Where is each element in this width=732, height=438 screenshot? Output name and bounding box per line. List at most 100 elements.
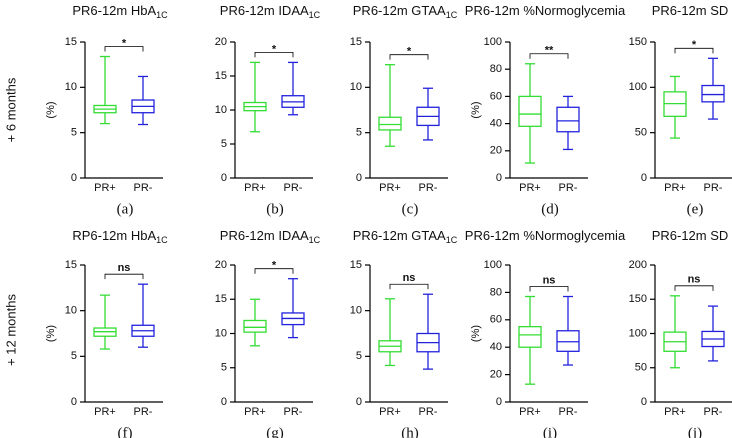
y-tick-label: 15 xyxy=(350,36,362,48)
x-tick-label: PR- xyxy=(704,182,723,194)
title-main: RP6-12m HbA xyxy=(72,228,156,243)
significance: ns xyxy=(543,274,556,286)
title-main: PR6-12m GTAA xyxy=(353,3,446,18)
y-tick-label: 0 xyxy=(71,396,77,408)
y-tick-label: 10 xyxy=(65,81,77,93)
y-tick-label: 10 xyxy=(65,305,77,317)
y-tick-label: 20 xyxy=(215,259,227,271)
significance: * xyxy=(122,37,127,49)
title-main: PR6-12m IDAA xyxy=(220,228,309,243)
x-tick-label: PR- xyxy=(419,182,438,194)
y-tick-label: 5 xyxy=(71,127,77,139)
y-tick-label: 20 xyxy=(490,145,502,157)
x-tick-label: PR+ xyxy=(379,182,401,194)
y-tick-label: 10 xyxy=(350,305,362,317)
y-label: (%) xyxy=(45,325,57,342)
panel-letter: (f) xyxy=(118,425,133,438)
y-tick-label: 0 xyxy=(641,396,647,408)
panel-title: PR6-12m HbA1C xyxy=(72,3,168,20)
significance: ns xyxy=(118,262,131,274)
y-tick-label: 60 xyxy=(490,314,502,326)
y-tick-label: 0 xyxy=(71,172,77,184)
significance-bracket xyxy=(104,273,144,280)
y-tick-label: 10 xyxy=(215,327,227,339)
y-tick-label: 0 xyxy=(221,172,227,184)
significance-bracket xyxy=(389,54,429,60)
title-sub: 1C xyxy=(156,10,168,20)
significance: ns xyxy=(688,274,701,286)
panel-title: PR6-12m SD xyxy=(652,228,729,243)
x-tick-label: PR+ xyxy=(519,406,541,418)
x-tick-label: PR- xyxy=(134,182,153,194)
y-tick-label: 100 xyxy=(484,259,502,271)
y-tick-label: 15 xyxy=(215,70,227,82)
title-sub: 1C xyxy=(309,235,321,245)
panel-letter: (h) xyxy=(401,425,419,438)
y-tick-label: 20 xyxy=(490,369,502,381)
significance: ** xyxy=(545,45,554,57)
title-main: PR6-12m %Normoglycemia xyxy=(465,228,626,243)
row-label: + 12 months xyxy=(3,294,18,366)
box xyxy=(556,106,580,133)
significance: ns xyxy=(403,272,416,284)
box xyxy=(378,116,402,131)
y-tick-label: 50 xyxy=(635,127,647,139)
significance-bracket xyxy=(674,285,714,291)
panel-title: PR6-12m GTAA1C xyxy=(353,228,458,245)
panel-letter: (e) xyxy=(687,201,704,217)
significance: * xyxy=(272,260,277,272)
significance-bracket xyxy=(674,47,714,54)
x-tick-label: PR- xyxy=(284,182,303,194)
y-tick-label: 0 xyxy=(221,396,227,408)
x-tick-label: PR- xyxy=(284,406,303,418)
title-sub: 1C xyxy=(446,235,458,245)
box xyxy=(243,319,267,333)
panel-title: PR6-12m GTAA1C xyxy=(353,3,458,20)
y-tick-label: 80 xyxy=(490,286,502,298)
y-tick-label: 5 xyxy=(221,138,227,150)
y-tick-label: 5 xyxy=(356,127,362,139)
panel-letter: (d) xyxy=(541,201,559,217)
y-tick-label: 0 xyxy=(356,172,362,184)
y-tick-label: 100 xyxy=(629,327,647,339)
panel-letter: (j) xyxy=(688,425,702,438)
y-tick-label: 15 xyxy=(65,36,77,48)
significance: * xyxy=(272,43,277,55)
x-tick-label: PR- xyxy=(134,406,153,418)
y-label: (%) xyxy=(470,101,482,118)
significance-bracket xyxy=(529,286,569,292)
y-tick-label: 15 xyxy=(65,259,77,271)
y-tick-label: 40 xyxy=(490,118,502,130)
significance: * xyxy=(692,39,697,51)
y-tick-label: 100 xyxy=(629,81,647,93)
x-tick-label: PR+ xyxy=(94,182,116,194)
x-tick-label: PR+ xyxy=(94,406,116,418)
panel-title: RP6-12m HbA1C xyxy=(72,228,168,245)
y-tick-label: 5 xyxy=(71,350,77,362)
y-tick-label: 15 xyxy=(215,293,227,305)
title-main: PR6-12m SD xyxy=(652,228,729,243)
y-tick-label: 60 xyxy=(490,90,502,102)
significance: * xyxy=(407,46,412,58)
x-tick-label: PR- xyxy=(419,406,438,418)
y-tick-label: 0 xyxy=(496,172,502,184)
panel-letter: (g) xyxy=(266,425,284,438)
x-tick-label: PR+ xyxy=(244,406,266,418)
box xyxy=(518,325,542,348)
title-sub: 1C xyxy=(309,10,321,20)
title-main: PR6-12m IDAA xyxy=(220,3,309,18)
y-tick-label: 50 xyxy=(635,362,647,374)
y-tick-label: 10 xyxy=(215,104,227,116)
title-sub: 1C xyxy=(156,235,168,245)
significance-bracket xyxy=(529,53,569,59)
y-tick-label: 150 xyxy=(629,293,647,305)
title-main: PR6-12m %Normoglycemia xyxy=(465,3,626,18)
y-label: (%) xyxy=(45,101,57,118)
y-tick-label: 10 xyxy=(350,81,362,93)
y-tick-label: 200 xyxy=(629,259,647,271)
y-tick-label: 80 xyxy=(490,63,502,75)
significance-bracket xyxy=(254,52,294,58)
y-tick-label: 20 xyxy=(215,36,227,48)
panel-letter: (i) xyxy=(543,425,557,438)
y-tick-label: 0 xyxy=(641,172,647,184)
